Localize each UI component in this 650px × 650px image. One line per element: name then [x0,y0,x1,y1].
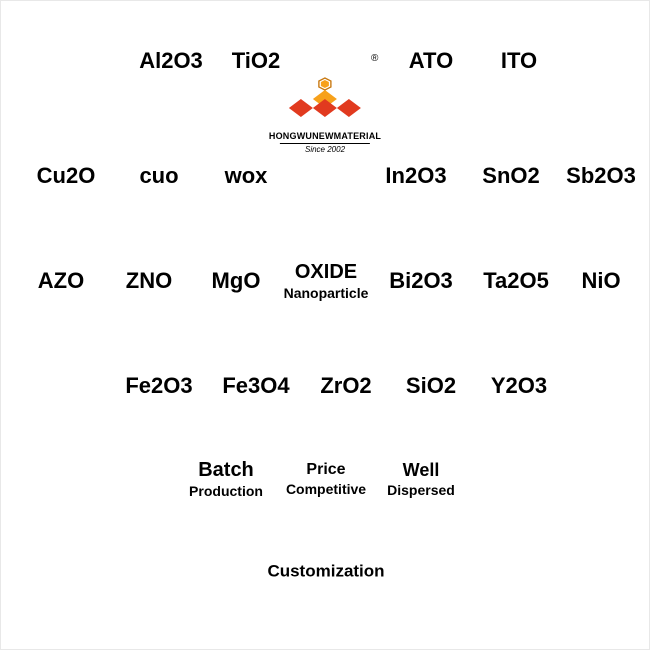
label-text-oxide: OXIDE [295,261,357,283]
label-ta2o5: Ta2O5 [483,270,549,292]
label-in2o3: In2O3 [385,165,446,187]
label-text-fe2o3: Fe2O3 [125,373,192,398]
label-text-bi2o3: Bi2O3 [389,268,453,293]
label-text-nio: NiO [581,268,620,293]
label-text-sno2: SnO2 [482,163,539,188]
label-text-tio2: TiO2 [232,48,281,73]
label-text-sio2: SiO2 [406,373,456,398]
label-cu2o: Cu2O [37,165,96,187]
label-text-well: Well [403,460,440,480]
logo-brand-text: HONGWUNEWMATERIAL [269,131,381,141]
label-text-sb2o3: Sb2O3 [566,163,636,188]
label-text-in2o3: In2O3 [385,163,446,188]
label-text-fe3o4: Fe3O4 [222,373,289,398]
label-sno2: SnO2 [482,165,539,187]
label-wox: wox [225,165,268,187]
label-bi2o3: Bi2O3 [389,270,453,292]
label-sb2o3: Sb2O3 [566,165,636,187]
logo-tiles-icon [283,76,367,124]
label-text-wox: wox [225,163,268,188]
label-text-custom: Customization [267,562,384,581]
logo-since-text: Since 2002 [269,145,381,154]
label-sub-oxide: Nanoparticle [284,286,369,300]
label-mgo: MgO [212,270,261,292]
registered-mark: ® [371,53,378,64]
label-batch: Batch Production [189,460,263,498]
label-custom: Customization [267,563,384,580]
label-oxide: OXIDE Nanoparticle [284,262,369,300]
label-text-ta2o5: Ta2O5 [483,268,549,293]
label-zro2: ZrO2 [320,375,371,397]
label-price: Price Competitive [286,462,366,496]
label-text-cu2o: Cu2O [37,163,96,188]
label-sub-well: Dispersed [387,483,455,497]
label-sio2: SiO2 [406,375,456,397]
label-nio: NiO [581,270,620,292]
label-text-batch: Batch [198,459,254,481]
label-azo: AZO [38,270,84,292]
label-tio2: TiO2 [232,50,281,72]
label-text-zno: ZNO [126,268,172,293]
label-y2o3: Y2O3 [491,375,547,397]
logo-rule [280,143,370,144]
label-text-mgo: MgO [212,268,261,293]
label-sub-price: Competitive [286,482,366,496]
label-text-zro2: ZrO2 [320,373,371,398]
label-cuo: cuo [139,165,178,187]
label-well: Well Dispersed [387,461,455,497]
label-text-azo: AZO [38,268,84,293]
label-sub-batch: Production [189,484,263,498]
infographic-canvas: HONGWUNEWMATERIAL Since 2002 ® Al2O3 TiO2… [0,0,650,650]
label-zno: ZNO [126,270,172,292]
label-text-al2o3: Al2O3 [139,48,203,73]
label-fe3o4: Fe3O4 [222,375,289,397]
label-ito: ITO [501,50,537,72]
label-text-cuo: cuo [139,163,178,188]
label-text-price: Price [306,461,345,478]
label-text-ato: ATO [409,48,453,73]
label-fe2o3: Fe2O3 [125,375,192,397]
label-text-y2o3: Y2O3 [491,373,547,398]
label-text-ito: ITO [501,48,537,73]
label-al2o3: Al2O3 [139,50,203,72]
label-ato: ATO [409,50,453,72]
company-logo: HONGWUNEWMATERIAL Since 2002 [269,76,381,154]
